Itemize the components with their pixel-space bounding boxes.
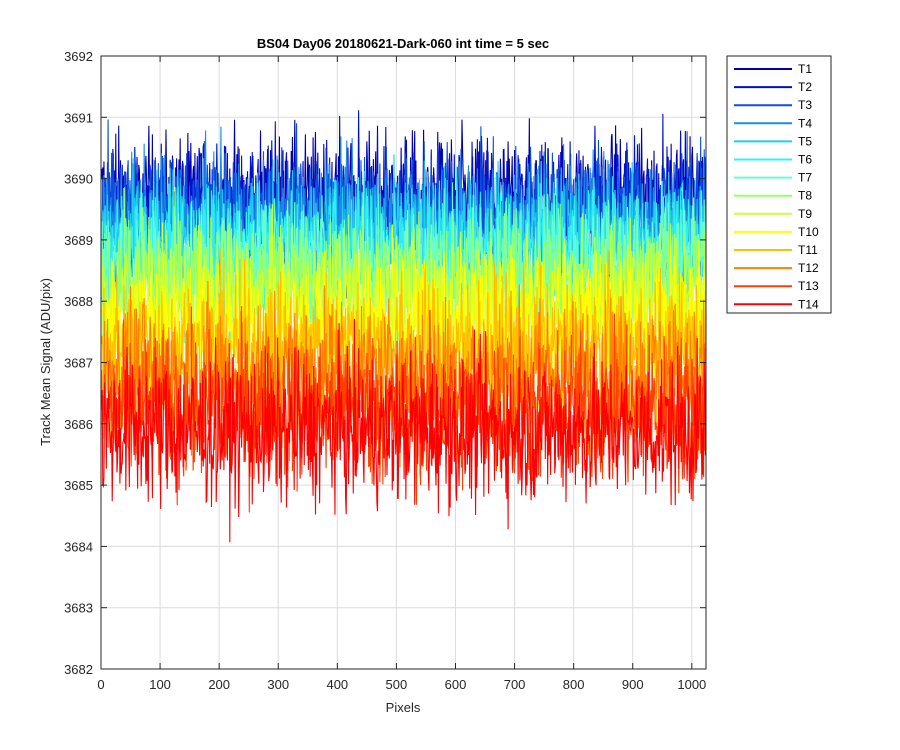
legend-label-t11: T11	[798, 243, 818, 257]
x-tick-label: 200	[208, 677, 230, 692]
x-tick-label: 900	[622, 677, 644, 692]
x-tick-label: 300	[267, 677, 289, 692]
axis-ticks: 0 100 200 300 400 500 600 700 800 900 1000 3682 3683…	[64, 49, 706, 692]
y-tick-label: 3689	[64, 233, 93, 248]
x-tick-label: 0	[97, 677, 104, 692]
legend-label-t4: T4	[798, 116, 812, 130]
chart-title: BS04 Day06 20180621-Dark-060 int time = …	[257, 36, 549, 51]
series-lines	[101, 110, 706, 543]
legend: T1 T2 T3 T4 T5 T6 T7 T8 T9 T10 T11 T12 T13 T14	[726, 55, 832, 314]
x-tick-label: 800	[563, 677, 585, 692]
y-axis-label: Track Mean Signal (ADU/pix)	[38, 278, 53, 446]
y-tick-label: 3685	[64, 478, 93, 493]
legend-label-t5: T5	[798, 134, 812, 148]
legend-label-t2: T2	[798, 80, 812, 94]
legend-label-t7: T7	[798, 171, 812, 185]
y-tick-label: 3687	[64, 356, 93, 371]
legend-label-t10: T10	[798, 225, 819, 239]
legend-label-t13: T13	[798, 279, 819, 293]
y-tick-label: 3686	[64, 417, 93, 432]
y-tick-label: 3692	[64, 49, 93, 64]
legend-label-t12: T12	[798, 261, 819, 275]
legend-label-t8: T8	[798, 189, 812, 203]
legend-label-t6: T6	[798, 153, 812, 167]
x-tick-label: 1000	[677, 677, 706, 692]
y-tick-label: 3690	[64, 172, 93, 187]
legend-label-t14: T14	[798, 297, 819, 311]
legend-label-t1: T1	[798, 62, 812, 76]
x-tick-label: 400	[326, 677, 348, 692]
legend-box	[726, 55, 832, 314]
x-axis-label: Pixels	[386, 700, 421, 715]
y-tick-label: 3684	[64, 539, 93, 554]
x-tick-label: 100	[149, 677, 171, 692]
series-line-t14	[101, 318, 706, 543]
y-tick-label: 3688	[64, 294, 93, 309]
x-tick-label: 500	[386, 677, 408, 692]
legend-label-t3: T3	[798, 98, 812, 112]
y-tick-label: 3691	[64, 110, 93, 125]
y-tick-label: 3683	[64, 601, 93, 616]
x-tick-label: 600	[445, 677, 467, 692]
y-tick-label: 3682	[64, 662, 93, 677]
x-tick-label: 700	[504, 677, 526, 692]
legend-label-t9: T9	[798, 207, 812, 221]
